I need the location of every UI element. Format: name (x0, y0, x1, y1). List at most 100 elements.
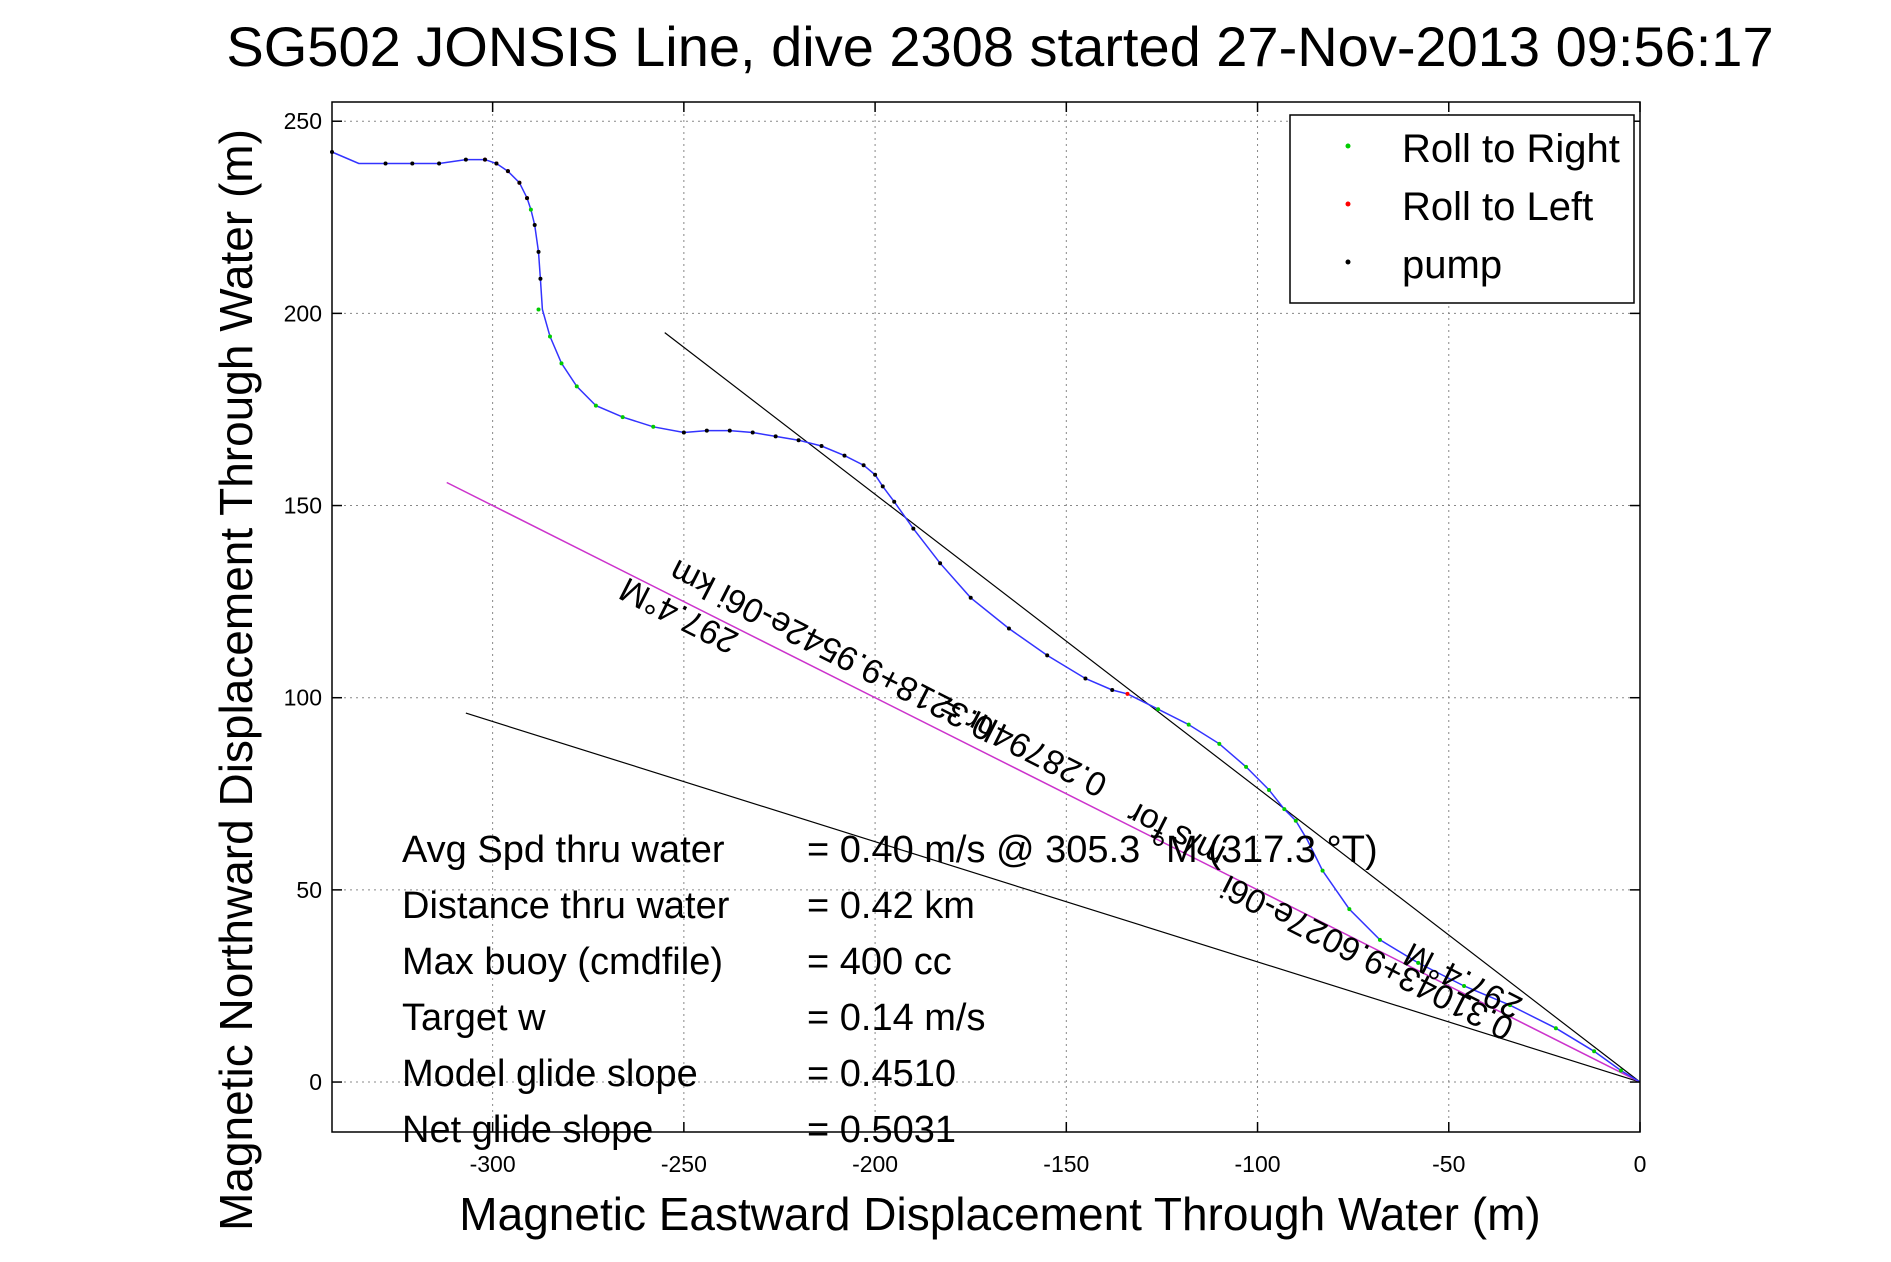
roll-right-point (1416, 960, 1421, 965)
roll-right-point (1462, 983, 1467, 988)
roll-right-point (528, 207, 533, 212)
roll-right-point (1156, 707, 1161, 712)
roll-right-point (1347, 907, 1352, 912)
roll-right-point (620, 415, 625, 420)
legend-label: Roll to Right (1402, 127, 1620, 171)
stat-label: Avg Spd thru water (402, 829, 725, 871)
pump-point (482, 157, 487, 162)
pump-point (819, 443, 824, 448)
legend-marker (1345, 143, 1351, 149)
x-tick-label: -300 (470, 1151, 516, 1177)
roll-right-point (536, 307, 541, 312)
stat-value: = 0.4510 (807, 1053, 956, 1095)
pump-point (536, 249, 541, 254)
pump-point (525, 196, 530, 201)
x-tick-label: -150 (1043, 1151, 1089, 1177)
stat-value: = 0.42 km (807, 885, 975, 927)
legend: Roll to Right Roll to Left pump (1289, 114, 1635, 304)
y-tick-label: 0 (309, 1069, 322, 1095)
roll-right-point (1244, 764, 1249, 769)
y-tick-label: 100 (284, 685, 322, 711)
roll-right-point (1618, 1068, 1623, 1073)
chart-title: SG502 JONSIS Line, dive 2308 started 27-… (226, 15, 1773, 78)
roll-right-point (1293, 818, 1298, 823)
roll-right-point (1186, 722, 1191, 727)
pump-point (532, 222, 537, 227)
pump-point (892, 499, 897, 504)
pump-point (842, 453, 847, 458)
pump-point (968, 595, 973, 600)
pump-point (1045, 653, 1050, 658)
x-tick-label: -200 (852, 1151, 898, 1177)
x-tick-label: -50 (1432, 1151, 1465, 1177)
pump-point (938, 561, 943, 566)
depth-averaged-current-line (446, 481, 1641, 1083)
track-line (331, 151, 1641, 1083)
reference-lines (446, 332, 1641, 1083)
roll-right-point (1267, 787, 1272, 792)
pump-point (437, 161, 442, 166)
pump-point (517, 180, 522, 185)
stat-label: Net glide slope (402, 1109, 653, 1151)
x-tick-label: -100 (1235, 1151, 1281, 1177)
roll-right-point (1592, 1049, 1597, 1054)
reference-line (664, 332, 1641, 1083)
roll-right-point (1553, 1026, 1558, 1031)
legend-label: Roll to Left (1402, 185, 1593, 229)
x-axis-label: Magnetic Eastward Displacement Through W… (459, 1188, 1540, 1240)
pump-point (704, 428, 709, 433)
pump-point (873, 472, 878, 477)
pump-point (1110, 688, 1115, 693)
pump-point (1083, 676, 1088, 681)
pump-point (861, 463, 866, 468)
stat-label: Target w (402, 997, 546, 1039)
annotation-label: 0.31043+9.6027e-06i (1215, 867, 1519, 1047)
pump-point (911, 526, 916, 531)
legend-label: pump (1402, 243, 1502, 287)
pump-point (880, 484, 885, 489)
pump-point (505, 169, 510, 174)
stat-label: Distance thru water (402, 885, 730, 927)
plot-frame (331, 101, 1641, 1133)
roll-right-point (559, 361, 564, 366)
y-tick-label: 150 (284, 493, 322, 519)
y-tick-label: 250 (284, 108, 322, 134)
roll-right-point (651, 424, 656, 429)
annotation-label: 0.28794hr = (933, 688, 1113, 805)
y-tick-label: 50 (296, 877, 322, 903)
stat-value: = 0.14 m/s (807, 997, 985, 1039)
roll-right-point (548, 334, 552, 339)
x-tick-label: -250 (661, 1151, 707, 1177)
roll-right-point (1320, 868, 1325, 873)
roll-right-point (1217, 741, 1222, 746)
pump-point (796, 438, 801, 443)
pump-point (538, 276, 543, 281)
stat-value: = 0.40 m/s @ 305.3 °M (317.3 °T) (807, 829, 1378, 871)
pump-point (463, 157, 468, 162)
legend-marker (1345, 259, 1351, 265)
pump-point (494, 161, 499, 166)
track-series (331, 151, 1641, 1083)
stat-label: Model glide slope (402, 1053, 698, 1095)
pump-point (681, 430, 686, 435)
legend-marker (1345, 201, 1351, 207)
stat-value: = 400 cc (807, 941, 952, 983)
x-tick-label: 0 (1634, 1151, 1647, 1177)
pump-point (383, 161, 388, 166)
y-tick-label: 200 (284, 300, 322, 326)
pump-point (750, 430, 755, 435)
marker-points (330, 149, 1623, 1073)
pump-point (773, 434, 778, 439)
roll-right-point (574, 384, 579, 389)
roll-right-point (1377, 937, 1382, 942)
y-axis-label: Magnetic Northward Displacement Through … (210, 129, 262, 1231)
stat-value: = 0.5031 (807, 1109, 956, 1151)
annotations: 297.4°M0.3218+9.9542e-06i km0.28794hr =m… (614, 552, 1528, 1048)
pump-point (410, 161, 415, 166)
roll-right-point (1282, 807, 1287, 812)
stats-block: Avg Spd thru water = 0.40 m/s @ 305.3 °M … (402, 829, 1378, 1151)
roll-right-point (593, 403, 598, 408)
roll-right-point (1507, 1003, 1512, 1008)
stat-label: Max buoy (cmdfile) (402, 941, 723, 983)
